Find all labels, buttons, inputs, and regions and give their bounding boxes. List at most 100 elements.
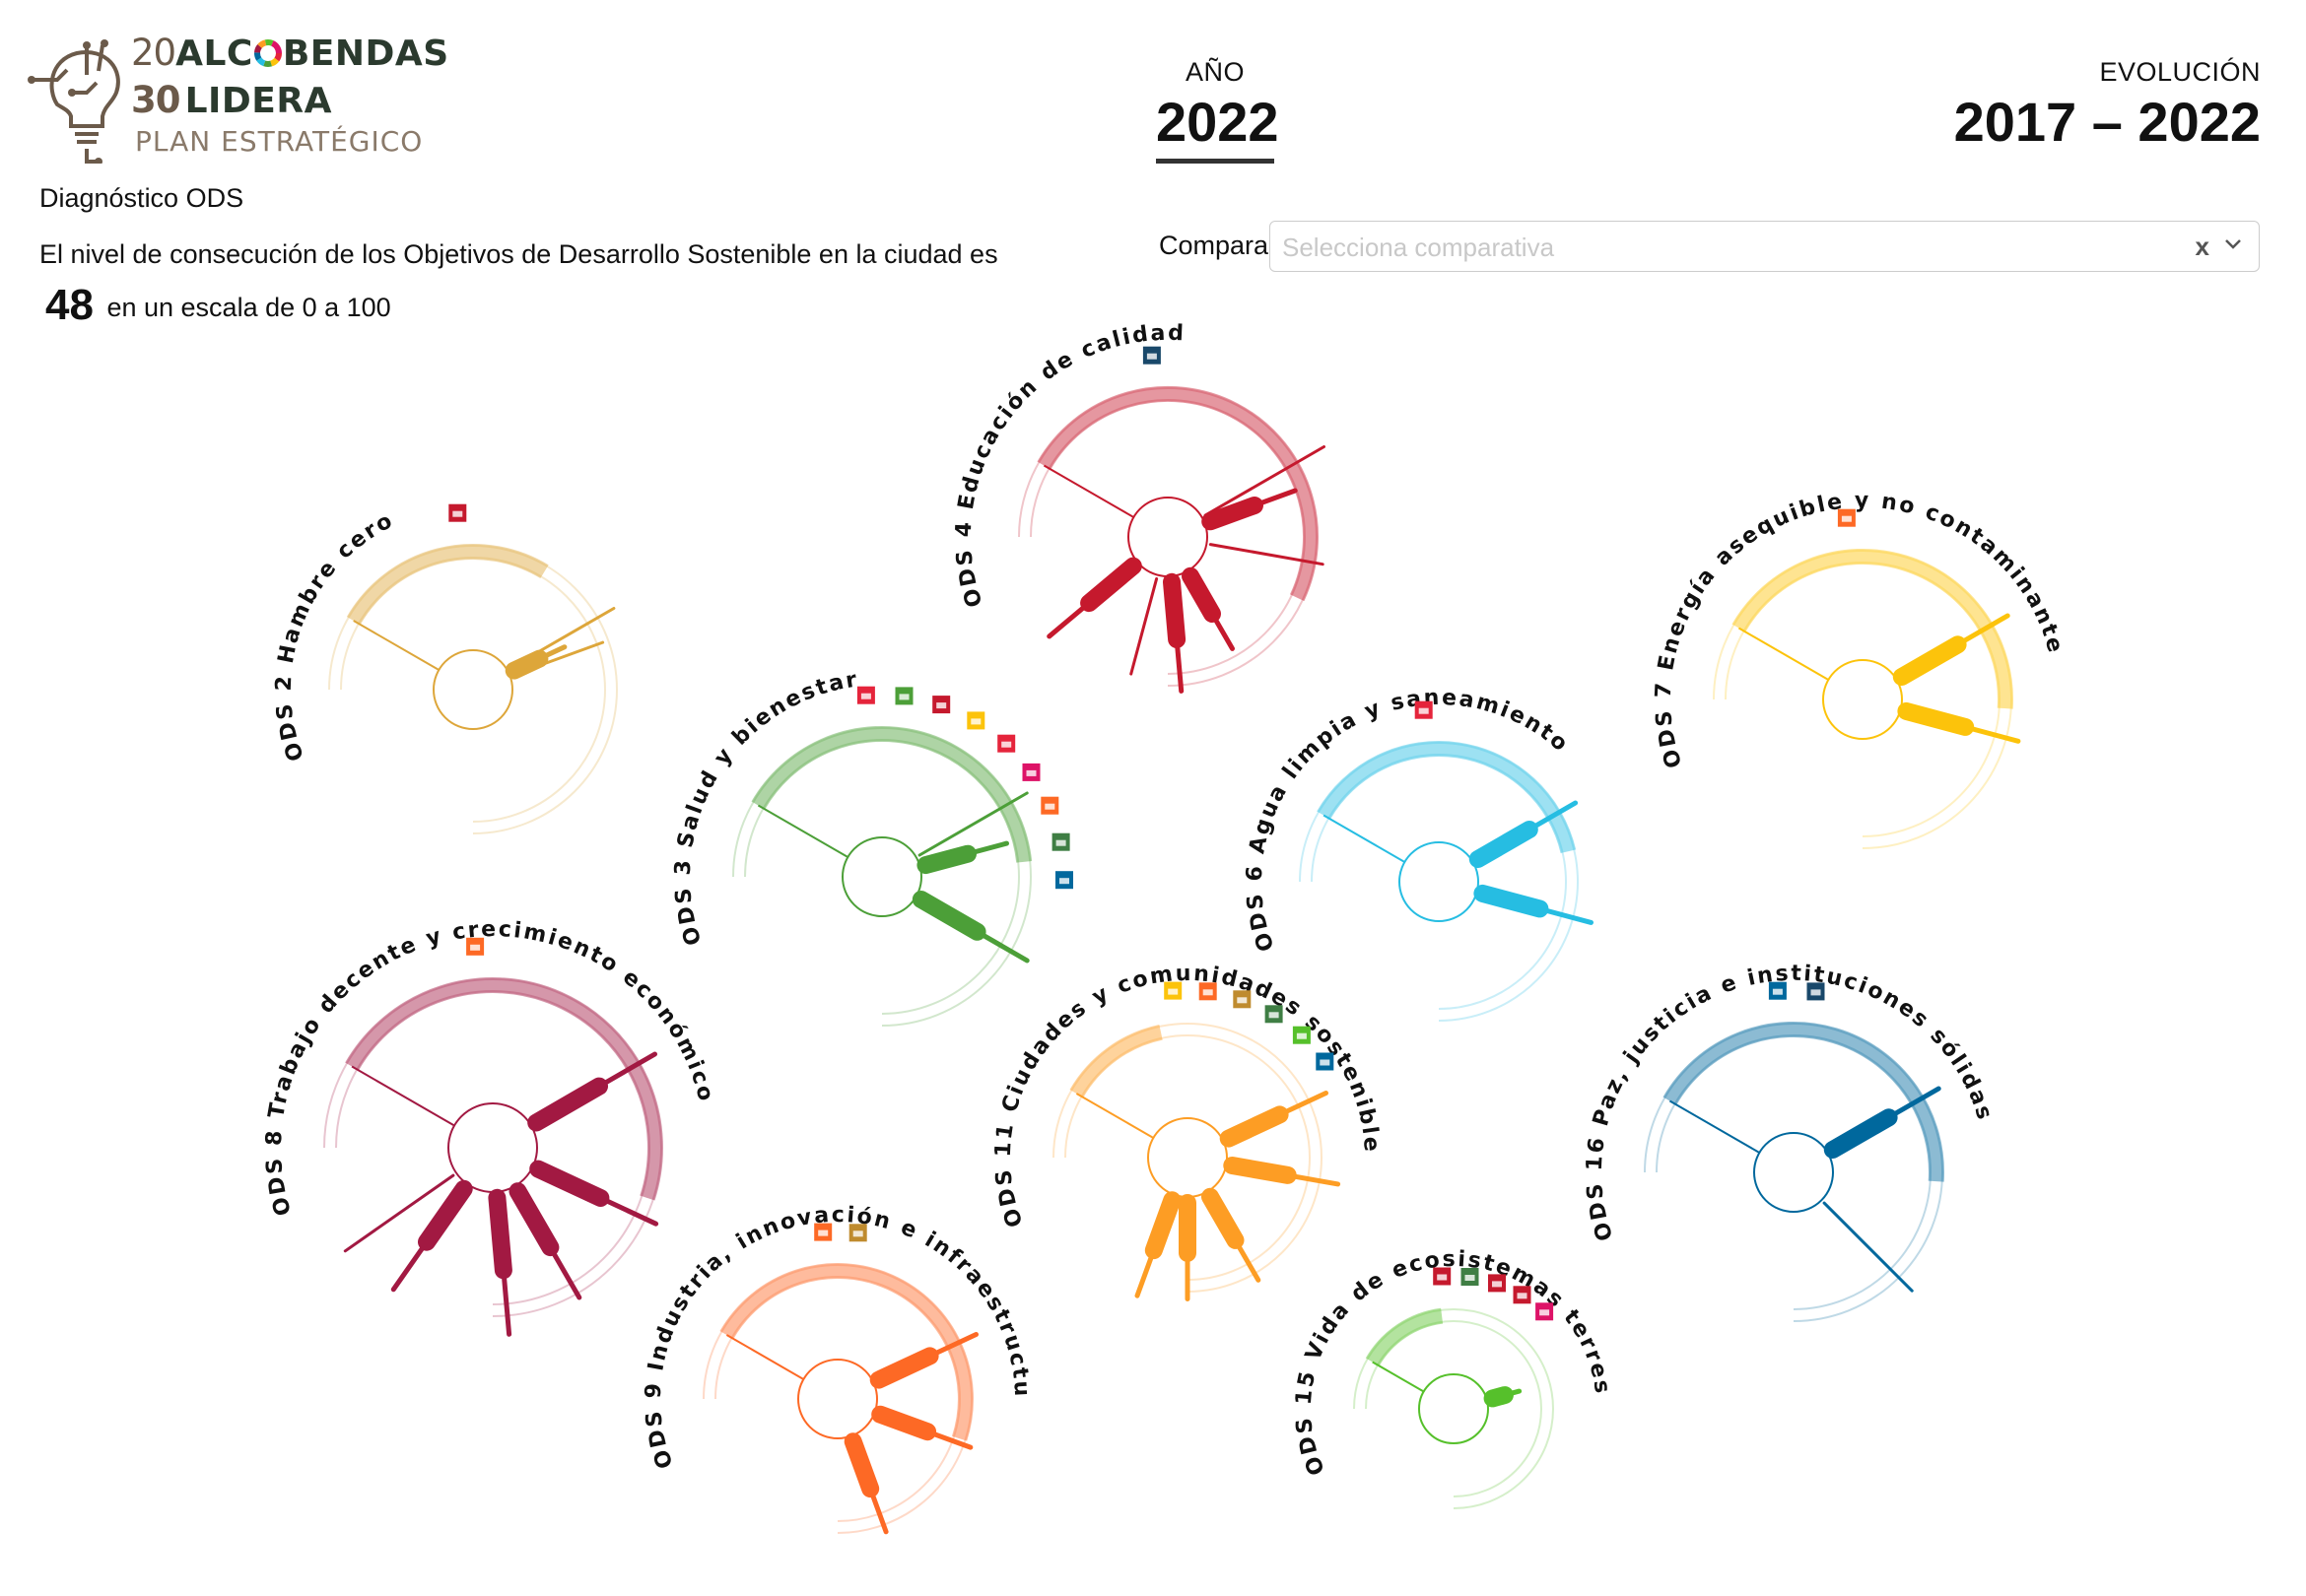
evolution-value[interactable]: 2017 – 2022 (1953, 91, 2261, 153)
ods3-score-arc (751, 726, 1033, 863)
ods8-hub (447, 1102, 538, 1193)
ods6-hub (1398, 841, 1479, 922)
ods4-target-badge-glyph (1146, 353, 1157, 360)
ods16-spoke-bar-0[interactable] (1823, 1108, 1898, 1159)
ods15-title-text: ODS 15 Vida de ecosistemas terrestres (0, 0, 1612, 1479)
ods2-spoke-2[interactable] (511, 640, 605, 677)
ods6-start-line (1323, 814, 1405, 863)
ods9-hub (797, 1359, 878, 1439)
ods8-spoke-5[interactable] (343, 1173, 455, 1253)
summary-after: en un escala de 0 a 100 (106, 293, 391, 322)
ods16-spoke-1[interactable] (1822, 1201, 1914, 1293)
logo[interactable]: 20ALC BENDAS 30 LIDERA PLAN ESTRATÉGICO (28, 28, 461, 175)
compare-select[interactable]: Selecciona comparativa x (1269, 221, 2260, 272)
year-value[interactable]: 2022 (1156, 88, 1279, 164)
ods15-target-badge-glyph (1464, 1275, 1475, 1281)
compare-placeholder: Selecciona comparativa (1282, 233, 1555, 262)
ods3-hub (842, 836, 922, 917)
ods11-spoke-bar-4[interactable] (1144, 1191, 1182, 1260)
ods9-target-badge-glyph (852, 1230, 863, 1237)
ods2-spoke-bar-0[interactable] (505, 649, 549, 680)
ods8-chart[interactable]: ODS 8 Trabajo decente y crecimiento econ… (262, 917, 718, 1337)
ods4-spoke-2[interactable] (1208, 543, 1324, 566)
evolution-label: EVOLUCIÓN (2099, 57, 2261, 87)
year-selector[interactable]: AÑO 2022 (1156, 57, 1279, 164)
ods3-ring-track-inner (734, 729, 1030, 1025)
ods11-spoke-bar-1[interactable] (1223, 1157, 1297, 1184)
score-value: 48 (45, 281, 94, 329)
ods4-spoke-5[interactable] (1129, 577, 1159, 676)
summary-before: El nivel de consecución de los Objetivos… (39, 239, 998, 269)
ods9-score-arc (719, 1263, 974, 1441)
ods11-target-badge-glyph (1296, 1032, 1307, 1039)
ods15-target-badge-glyph (1492, 1281, 1502, 1288)
logo-word-top-b: BENDAS (282, 33, 449, 74)
evolution-selector[interactable]: EVOLUCIÓN 2017 – 2022 (1954, 57, 2261, 157)
ods4-title: ODS 4 Educación de calidad (952, 321, 1187, 610)
ods8-start-line (351, 1065, 455, 1127)
ods3-spoke-bar-2[interactable] (912, 891, 986, 941)
ods6-spoke-bar-0[interactable] (1468, 821, 1538, 868)
ods15-spoke-bar-0[interactable] (1483, 1386, 1514, 1408)
ods4-spoke-bar-6[interactable] (1080, 557, 1142, 613)
ods7-score-arc (1731, 548, 2013, 709)
ods3-spoke-bar-1[interactable] (916, 844, 977, 875)
logo-word-top-a: ALC (175, 33, 253, 74)
ods7-spoke-bar-0[interactable] (1892, 635, 1967, 686)
ods4-spoke-bar-4[interactable] (1163, 572, 1187, 648)
ods7-chart[interactable]: ODS 7 Energía asequible y no contaminant… (1652, 489, 2068, 849)
ods16-start-line (1668, 1099, 1760, 1154)
ods4-ring-track-inner (1020, 389, 1316, 685)
ods7-hub (1822, 659, 1903, 740)
ods8-spoke-bar-1[interactable] (529, 1160, 610, 1207)
ods4-spoke-0[interactable] (1203, 445, 1325, 517)
ods8-spoke-bar-4[interactable] (418, 1179, 473, 1251)
ods6-chart[interactable]: ODS 6 Agua limpia y saneamiento (1243, 686, 1616, 1022)
ods11-spoke-bar-2[interactable] (1201, 1187, 1245, 1249)
ods2-ring-track-inner (330, 547, 616, 832)
ods2-chart[interactable]: ODS 2 Hambre cero (272, 503, 655, 834)
ods9-spoke-bar-1[interactable] (871, 1405, 937, 1441)
ods4-spoke-bar-3[interactable] (1182, 566, 1221, 623)
ods2-score-arc (346, 544, 549, 626)
lightbulb-circuit-icon (28, 39, 120, 164)
ods6-ring-track-inner (1301, 744, 1577, 1020)
ods3-chart[interactable]: ODS 3 Salud y bienestar (671, 667, 1074, 1027)
ods8-spoke-bar-0[interactable] (527, 1077, 608, 1132)
ods11-target-badge-glyph (1237, 997, 1248, 1004)
ods11-spoke-bar-0[interactable] (1219, 1105, 1289, 1148)
ods16-score-arc (1662, 1021, 1944, 1182)
ods11-target-badge-glyph (1268, 1012, 1279, 1019)
ods16-chart[interactable]: ODS 16 Paz, justicia e instituciones sól… (1583, 962, 1998, 1322)
ods3-target-badge-glyph (1045, 803, 1055, 810)
ods16-ring-track-inner (1646, 1025, 1941, 1320)
ods3-target-badge-glyph (971, 718, 982, 725)
ods2-target-badge-glyph (452, 510, 463, 517)
ods2-spoke-1[interactable] (509, 607, 616, 670)
ods4-chart[interactable]: ODS 4 Educación de calidad (952, 321, 1365, 694)
chevron-down-icon[interactable] (2221, 232, 2245, 255)
ods8-spoke-bar-2[interactable] (509, 1182, 560, 1257)
ods6-title: ODS 6 Agua limpia y saneamiento (1243, 686, 1574, 955)
ods3-spoke-0[interactable] (917, 791, 1029, 857)
ods6-spoke-bar-1[interactable] (1473, 884, 1549, 918)
ods3-start-line (757, 804, 848, 858)
ods8-target-badge-glyph (470, 944, 481, 951)
ods11-target-badge-glyph (1168, 988, 1179, 995)
ods9-spoke-bar-2[interactable] (844, 1432, 880, 1498)
ods7-target-badge-glyph (1841, 515, 1852, 522)
ods15-start-line (1372, 1361, 1425, 1393)
logo-number-top: 20 (131, 32, 176, 74)
ods9-spoke-bar-0[interactable] (869, 1347, 939, 1389)
logo-subtitle: PLAN ESTRATÉGICO (135, 125, 424, 158)
ods8-spoke-bar-3[interactable] (488, 1188, 512, 1280)
ods6-score-arc (1317, 741, 1577, 854)
ods4-start-line (1043, 464, 1134, 518)
ods15-score-arc (1365, 1307, 1444, 1366)
ods4-spoke-bar-1[interactable] (1201, 497, 1263, 531)
year-label: AÑO (1185, 57, 1245, 87)
ods11-start-line (1075, 1093, 1154, 1139)
clear-selection-icon[interactable]: x (2195, 232, 2209, 261)
ods7-spoke-bar-1[interactable] (1897, 701, 1975, 736)
